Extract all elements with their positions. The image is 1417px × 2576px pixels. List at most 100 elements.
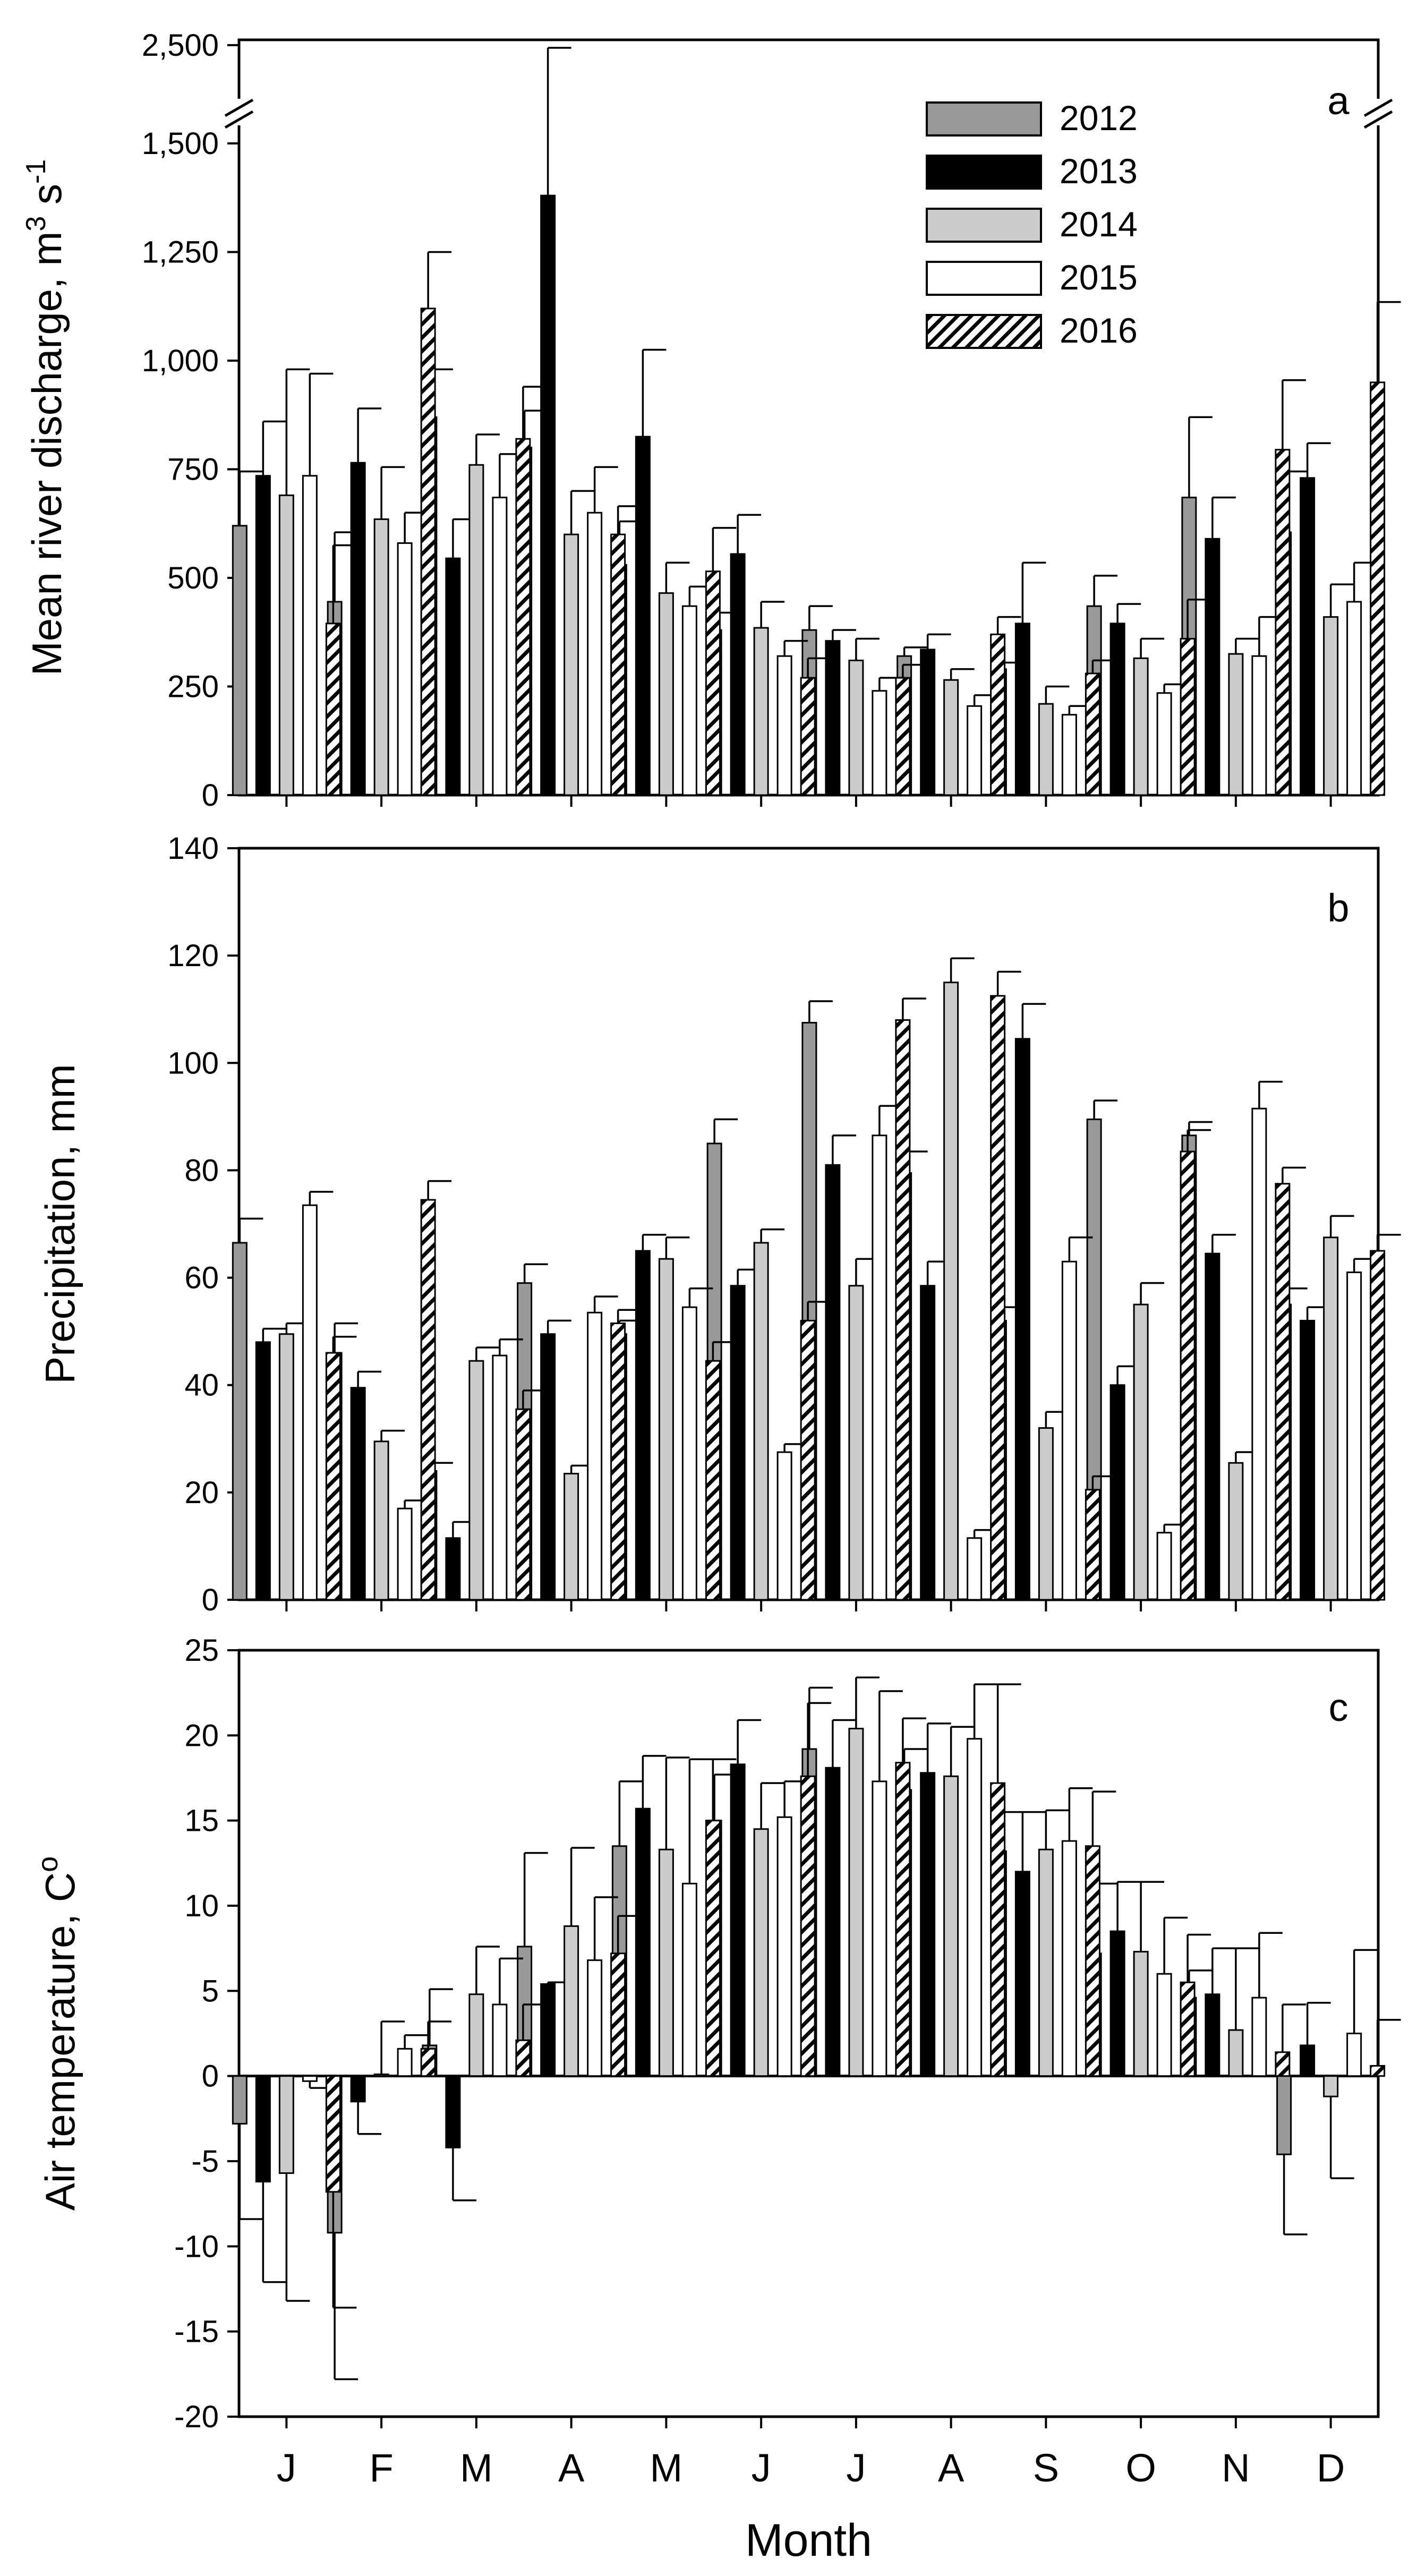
legend-label: 2015: [1060, 258, 1138, 297]
bar: [587, 1959, 603, 2077]
bar: [302, 1204, 318, 1601]
bar: [397, 2048, 413, 2077]
bar: [990, 995, 1006, 1601]
bar: [468, 1993, 484, 2077]
bar: [445, 2075, 461, 2148]
bar: [325, 622, 341, 796]
bar: [278, 1333, 294, 1601]
bar: [730, 553, 746, 796]
panel-c: -20 -15 -10 -5 0 5 10 15 20 25 c Air temperature, C…: [32, 1633, 1401, 2434]
bar: [1085, 672, 1100, 796]
bar: [1205, 1993, 1220, 2077]
bar: [420, 1199, 436, 1601]
bar: [492, 1354, 508, 1601]
bar: [730, 1763, 746, 2077]
bar: [278, 494, 294, 796]
bar: [468, 1360, 484, 1601]
bar: [564, 533, 579, 796]
bar: [1085, 1845, 1100, 2077]
bar: [1275, 1183, 1291, 1601]
bar: [1370, 1250, 1386, 1601]
bar: [325, 1352, 341, 1601]
bar: [1228, 653, 1244, 796]
bar: [564, 1925, 579, 2077]
x-tick-label: M: [650, 2446, 683, 2490]
bar: [373, 2073, 389, 2077]
axis-break-mark: [1363, 98, 1393, 117]
bar: [1180, 1981, 1196, 2077]
bar: [1346, 2033, 1362, 2077]
bar: [564, 1472, 579, 1601]
bar: [681, 1306, 697, 1601]
series-2015: [302, 372, 1378, 796]
bar: [1346, 601, 1362, 796]
series-2014: [278, 957, 1354, 1601]
bar: [825, 1767, 841, 2077]
bar: [1180, 638, 1196, 796]
bar: [373, 1440, 389, 1601]
bar: [540, 1983, 556, 2077]
bar: [920, 1772, 936, 2077]
bar: [1156, 692, 1172, 796]
bar: [943, 982, 959, 1601]
x-tick-label: D: [1317, 2446, 1345, 2490]
legend-label: 2016: [1060, 311, 1138, 350]
y-tick-label: 0: [202, 2059, 219, 2094]
axis-break-mark: [224, 110, 254, 129]
bar: [920, 649, 936, 796]
bar: [232, 2075, 247, 2125]
bar: [1156, 1532, 1172, 1601]
x-tick-label: O: [1125, 2446, 1156, 2490]
bar: [420, 308, 436, 796]
series-2016: [325, 1683, 1401, 2309]
bar: [1251, 1107, 1267, 1601]
bar: [1205, 1252, 1220, 1601]
y-tick-label: 10: [184, 1889, 219, 1923]
bar: [397, 542, 413, 796]
bar: [420, 2048, 436, 2077]
bar: [872, 690, 887, 796]
x-tick-label: A: [938, 2446, 964, 2490]
y-tick-label: -5: [191, 2144, 219, 2179]
bar: [753, 1828, 769, 2077]
bar: [1205, 538, 1220, 796]
bar: [920, 1285, 936, 1601]
bar: [492, 2003, 508, 2077]
y-tick-label: -20: [174, 2400, 219, 2434]
bar: [681, 605, 697, 796]
bar: [468, 464, 484, 796]
x-tick-label: J: [277, 2446, 296, 2490]
y-tick-label: 20: [184, 1475, 219, 1510]
bar: [325, 2075, 341, 2193]
bar: [1346, 1271, 1362, 1601]
y-tick-label: 20: [184, 1718, 219, 1753]
bar: [1275, 449, 1291, 796]
bar: [895, 677, 911, 796]
y-tick-label: 1,500: [142, 126, 219, 161]
bar: [1228, 2029, 1244, 2077]
bar: [705, 570, 721, 796]
y-axis-label-text: Mean river discharge, m: [23, 232, 70, 676]
bar: [255, 475, 271, 796]
bar: [848, 1728, 864, 2077]
x-tick-label: M: [460, 2446, 493, 2490]
bar: [540, 1333, 556, 1601]
bar: [1061, 1840, 1077, 2077]
bar: [445, 557, 461, 796]
bar: [1109, 622, 1125, 796]
bar: [1300, 477, 1316, 796]
bar: [350, 462, 366, 796]
bar: [895, 1019, 911, 1601]
bar: [753, 627, 769, 796]
bar: [825, 640, 841, 796]
bar: [1014, 1871, 1030, 2077]
bar: [1228, 1462, 1244, 1601]
bar: [658, 592, 674, 796]
bar: [895, 1762, 911, 2077]
bar: [1014, 1038, 1030, 1601]
bar: [278, 2075, 294, 2174]
y-axis-label-text: Air temperature, C: [37, 1872, 83, 2211]
legend-swatch: [926, 261, 1042, 296]
y-tick-label: 40: [184, 1368, 219, 1403]
y-tick-label: 60: [184, 1261, 219, 1295]
